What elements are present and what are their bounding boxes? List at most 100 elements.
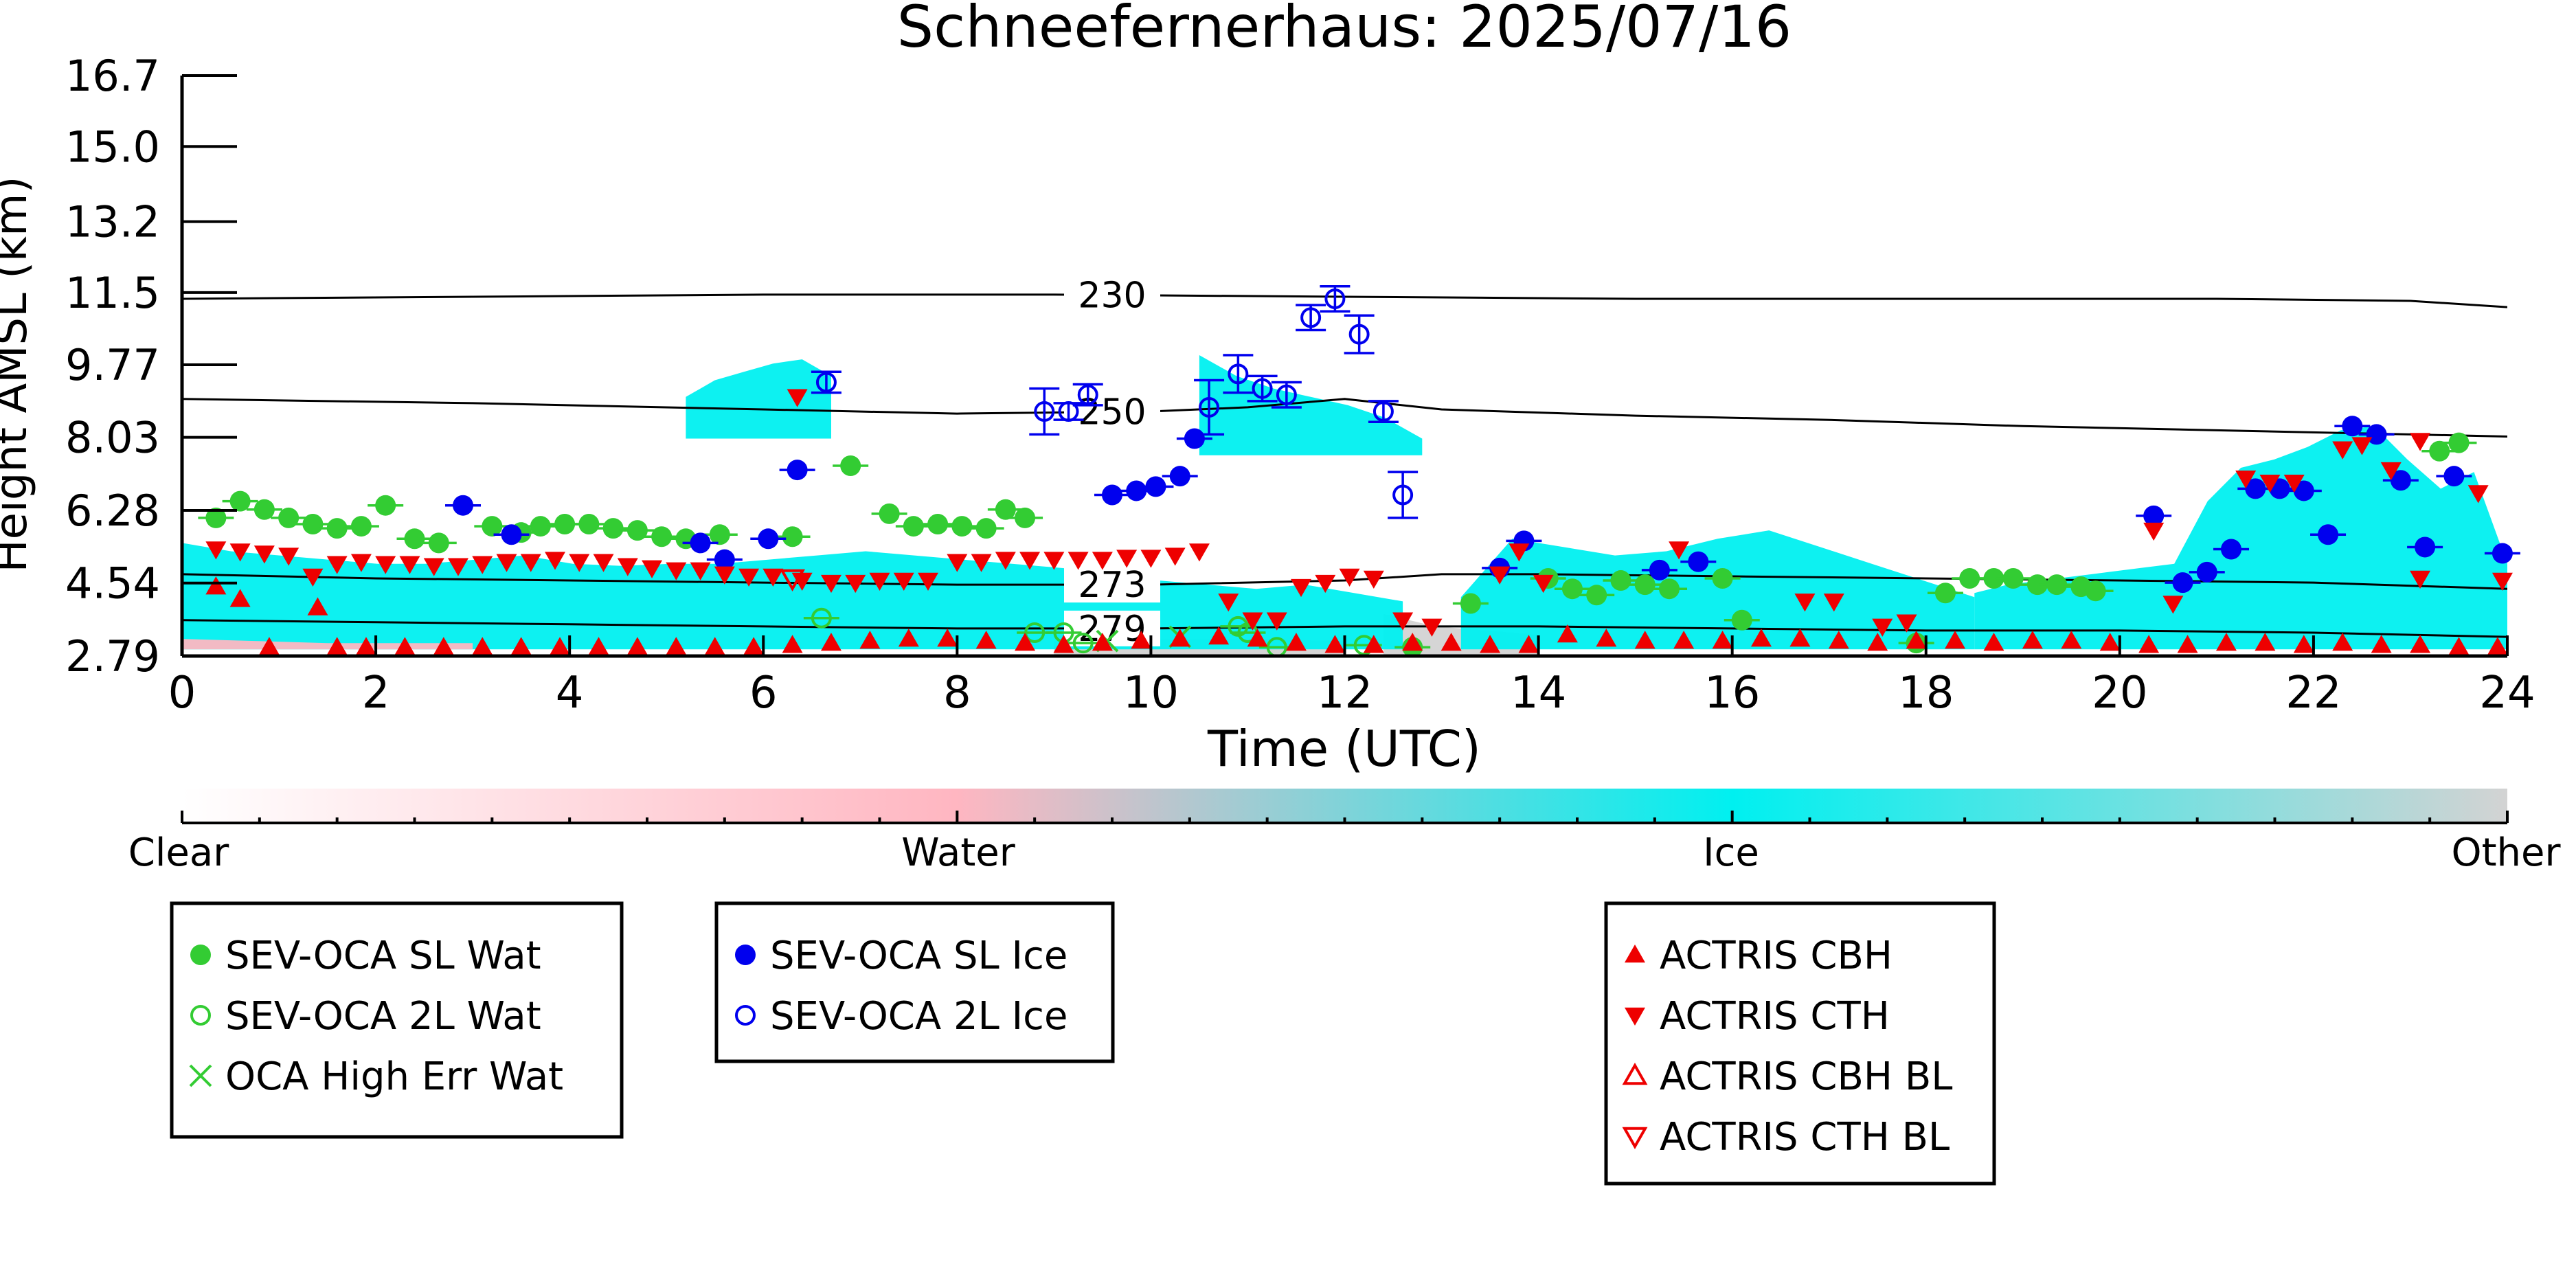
colorbar-gradient [182,789,2507,823]
data-point [1586,585,1607,606]
contour-label-250: 250 [1078,392,1146,433]
data-point [1750,629,1772,647]
x-tick-label: 20 [2092,668,2147,719]
x-tick-label: 10 [1123,668,1179,719]
contour-label-bg [1064,567,1160,603]
data-point [2318,524,2339,545]
y-tick-label: 6.28 [65,486,160,536]
data-point [2332,441,2353,460]
data-point [2429,440,2450,462]
data-point [1460,593,1481,614]
data-point [278,507,300,528]
data-point [918,572,939,591]
data-point [651,526,673,547]
data-point [1058,401,1079,422]
colorbar: Clear Water Ice Other [128,789,2561,875]
data-point [975,518,997,539]
legend-box-1: SEV-OCA SL Wat SEV-OCA 2L Wat OCA High Err… [170,901,624,1139]
data-point [593,554,614,572]
data-point [1649,559,1670,580]
data-point [1019,552,1041,570]
data-point [394,637,416,655]
x-tick-label: 0 [168,668,196,719]
legend-swatch [1622,1127,1648,1150]
data-point [666,637,687,655]
data-point [602,518,624,539]
colorbar-label-ice: Ice [1703,831,1759,875]
data-point [1102,484,1122,506]
data-point [2448,432,2470,453]
data-point [2415,536,2436,558]
data-point [1440,633,1462,651]
error-bar [1344,314,1375,354]
data-point [2492,572,2513,591]
series-sev-oca-2l-ice [811,285,1419,519]
data-point [975,631,997,649]
y-tick-label: 9.77 [65,340,160,390]
data-point [947,554,968,572]
data-point [569,554,590,572]
data-point [1634,574,1656,596]
legend-swatch [189,1064,212,1087]
data-point [1339,568,1360,587]
data-point [554,514,576,535]
data-point [1266,612,1287,631]
data-point [588,637,609,655]
chart-title: Schneefernerhaus: 2025/07/16 [897,0,1792,60]
data-point [1015,633,1036,651]
data-point [869,572,890,591]
x-tick-label: 4 [556,668,584,719]
data-point [1015,507,1036,528]
data-point [2085,580,2106,602]
legend-label: ACTRIS CBH BL [1660,1054,1952,1099]
legend-label: ACTRIS CTH [1660,994,1890,1039]
data-point [1140,550,1162,568]
data-point [1906,631,1927,649]
data-point [1067,552,1089,570]
data-point [820,574,841,594]
data-point [2448,637,2470,655]
data-point [453,495,474,516]
data-point [1169,466,1190,487]
data-point [787,389,808,407]
series-actris-cth-bl [780,569,806,592]
data-point [229,589,251,607]
contour-line-230 [182,293,2507,308]
data-point [326,637,348,655]
radar-cloud-mask [182,355,2507,656]
data-point [1557,624,1578,643]
data-point [2283,475,2305,493]
data-point [1867,633,1888,651]
data-point [840,455,861,476]
data-point [2259,475,2281,493]
data-point [404,528,425,550]
data-point [2215,633,2237,651]
data-point [2380,462,2402,481]
data-point [1872,618,1893,637]
colorbar-label-clear: Clear [128,831,229,875]
data-point [2245,478,2266,499]
x-tick-label: 14 [1511,668,1566,719]
data-point [229,543,251,562]
data-point [782,635,803,653]
data-point [205,576,227,595]
data-point [1164,547,1186,566]
data-point [820,633,841,651]
data-point [258,637,280,655]
data-point [738,568,760,587]
data-point [326,518,348,539]
data-point [1247,629,1268,647]
data-point [1228,363,1249,385]
data-point [1145,476,1166,497]
data-point [496,554,517,572]
data-point [690,562,711,580]
data-point [1252,378,1273,399]
data-point [375,495,396,516]
radar-ice-region [1974,426,2507,650]
x-axis-label: Time (UTC) [1207,720,1481,778]
data-point [1053,635,1074,653]
legend-box-3: ACTRIS CBH ACTRIS CTH ACTRIS CBH BL ACTRIS … [1604,901,1996,1186]
data-point [2371,635,2392,653]
data-point [501,524,522,545]
data-point [253,545,275,564]
